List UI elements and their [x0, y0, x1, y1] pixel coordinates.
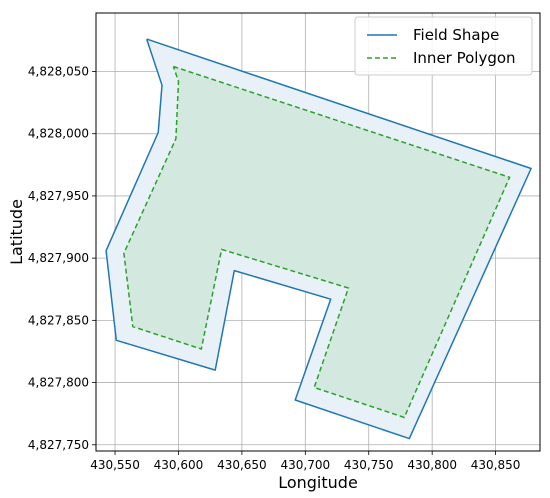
y-tick-label: 4,827,750 [28, 438, 89, 452]
plot-series [105, 38, 532, 440]
legend: Field Shape Inner Polygon [354, 16, 533, 76]
legend-label-inner-polygon: Inner Polygon [413, 49, 516, 67]
y-tick-label: 4,828,000 [28, 127, 89, 141]
x-tick-label: 430,550 [90, 458, 140, 472]
y-tick-label: 4,828,050 [28, 64, 89, 78]
legend-label-field-shape: Field Shape [413, 26, 499, 44]
inner-polygon-fill [123, 66, 510, 418]
x-axis-label: Longitude [278, 473, 358, 492]
y-tick-label: 4,827,850 [28, 313, 89, 327]
plot-frame [95, 12, 541, 452]
x-tick-label: 430,800 [407, 458, 457, 472]
y-tick-label: 4,827,800 [28, 376, 89, 390]
x-tick-label: 430,700 [281, 458, 331, 472]
inner-polygon-line [123, 65, 511, 419]
x-tick-label: 430,750 [344, 458, 394, 472]
x-tick-label: 430,850 [471, 458, 521, 472]
y-tick-label: 4,827,950 [28, 189, 89, 203]
y-axis: 4,827,750 4,827,800 4,827,850 4,827,900 4,82… [28, 64, 96, 452]
field-shape-line [105, 38, 532, 440]
legend-box [354, 16, 533, 76]
x-tick-label: 430,650 [217, 458, 267, 472]
x-tick-label: 430,600 [154, 458, 204, 472]
y-tick-label: 4,827,900 [28, 251, 89, 265]
y-axis-label: Latitude [7, 199, 26, 265]
x-axis: 430,550 430,600 430,650 430,700 430,750 430,8… [90, 451, 520, 472]
